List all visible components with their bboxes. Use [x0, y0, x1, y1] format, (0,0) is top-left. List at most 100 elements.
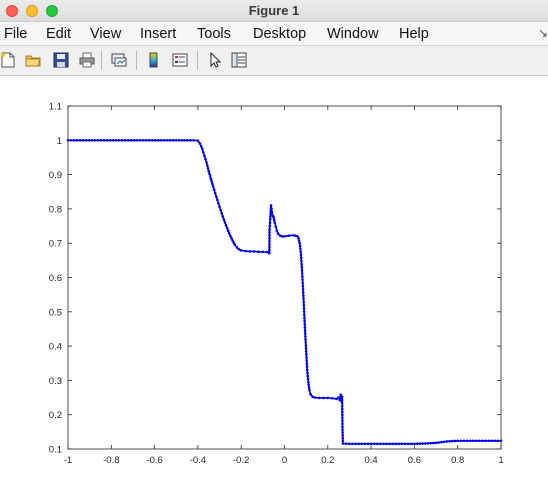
data-point — [159, 139, 163, 142]
data-point — [117, 139, 121, 142]
data-point — [66, 139, 70, 142]
data-point — [268, 231, 271, 234]
data-point — [196, 139, 200, 142]
x-tick-label: 0.6 — [408, 455, 421, 466]
data-point — [114, 139, 118, 142]
property-inspector-icon[interactable] — [231, 52, 247, 68]
menu-file[interactable]: File — [4, 26, 28, 42]
data-point — [300, 269, 304, 272]
data-point — [306, 371, 309, 375]
data-point — [326, 396, 330, 400]
new-file-icon[interactable] — [0, 52, 16, 68]
data-point — [217, 202, 220, 205]
data-point — [210, 179, 213, 183]
data-point — [273, 221, 277, 224]
x-tick-label: 0.2 — [321, 455, 334, 466]
menu-desktop[interactable]: Desktop — [253, 26, 307, 42]
menu-overflow-icon[interactable]: ↘ — [537, 26, 548, 40]
data-point — [341, 422, 344, 426]
data-point — [339, 393, 343, 397]
data-point — [379, 442, 382, 446]
data-point — [219, 208, 222, 212]
data-point — [303, 329, 307, 332]
data-point — [215, 195, 218, 198]
data-point — [440, 440, 443, 444]
data-point — [400, 442, 404, 446]
data-point — [465, 439, 469, 443]
data-point — [301, 275, 304, 278]
y-tick-label: 0.4 — [49, 342, 62, 353]
legend-icon[interactable] — [172, 52, 188, 68]
data-point — [268, 237, 271, 240]
data-point — [198, 142, 202, 146]
data-point — [205, 164, 209, 167]
data-point — [429, 441, 432, 445]
data-point — [268, 240, 271, 243]
print-icon[interactable] — [79, 52, 95, 68]
data-point — [174, 139, 178, 142]
data-point — [294, 234, 297, 237]
data-point — [301, 281, 305, 285]
data-point — [357, 442, 361, 446]
menu-window[interactable]: Window — [327, 26, 379, 42]
data-point — [459, 439, 463, 443]
minimize-window-button[interactable] — [26, 5, 38, 17]
data-point — [330, 396, 334, 400]
data-point — [309, 392, 312, 396]
data-point — [421, 442, 424, 445]
data-point — [415, 442, 419, 446]
data-point — [302, 310, 306, 313]
menu-insert[interactable]: Insert — [140, 26, 177, 42]
data-point — [138, 139, 142, 142]
data-point — [302, 303, 306, 307]
data-point — [322, 396, 325, 400]
data-point — [206, 167, 210, 170]
data-point — [268, 234, 271, 237]
data-point — [108, 139, 112, 142]
data-point — [147, 139, 151, 142]
data-point — [369, 442, 373, 446]
menu-tools[interactable]: Tools — [197, 26, 231, 42]
data-point — [448, 439, 451, 443]
line-plot[interactable]: -1 -0.8 -0.6 -0.4 -0.2 0 0.2 0.4 0.6 0.8 1 0.1 0.2 0.… — [0, 77, 548, 489]
data-point — [150, 139, 154, 142]
data-point — [341, 413, 344, 417]
menu-help[interactable]: Help — [399, 26, 429, 42]
y-tick-label: 0.1 — [49, 445, 62, 456]
save-icon[interactable] — [53, 52, 69, 68]
close-window-button[interactable] — [6, 5, 18, 17]
data-point — [300, 272, 304, 275]
data-point — [340, 410, 344, 414]
data-point — [306, 377, 310, 381]
data-point — [311, 395, 314, 399]
data-point — [391, 442, 395, 446]
toolbar-separator — [101, 51, 102, 70]
zoom-window-button[interactable] — [46, 5, 58, 17]
data-point — [304, 349, 308, 353]
data-point — [304, 341, 307, 344]
menu-edit[interactable]: Edit — [46, 26, 71, 42]
link-plot-icon[interactable] — [111, 52, 127, 68]
data-point — [423, 442, 427, 445]
data-point — [418, 442, 422, 445]
x-tick-label: -1 — [64, 455, 72, 466]
data-point — [490, 439, 494, 443]
data-point — [281, 235, 284, 238]
data-point — [268, 224, 272, 228]
data-point — [297, 237, 300, 240]
folder-icon[interactable] — [25, 52, 41, 68]
y-tick-label: 0.6 — [49, 273, 62, 284]
toolbar-separator — [136, 51, 137, 70]
figure-canvas[interactable]: -1 -0.8 -0.6 -0.4 -0.2 0 0.2 0.4 0.6 0.8 1 0.1 0.2 0.… — [0, 77, 548, 489]
data-point — [341, 433, 345, 437]
data-point — [450, 439, 454, 443]
data-point — [307, 386, 311, 389]
pointer-icon[interactable] — [207, 51, 223, 68]
data-point — [268, 248, 271, 252]
data-point — [303, 332, 307, 335]
data-point — [304, 338, 307, 341]
x-tick-label: -0.6 — [146, 455, 162, 466]
colorbar-icon[interactable] — [146, 52, 162, 68]
menu-view[interactable]: View — [90, 26, 122, 42]
data-point — [168, 139, 172, 142]
